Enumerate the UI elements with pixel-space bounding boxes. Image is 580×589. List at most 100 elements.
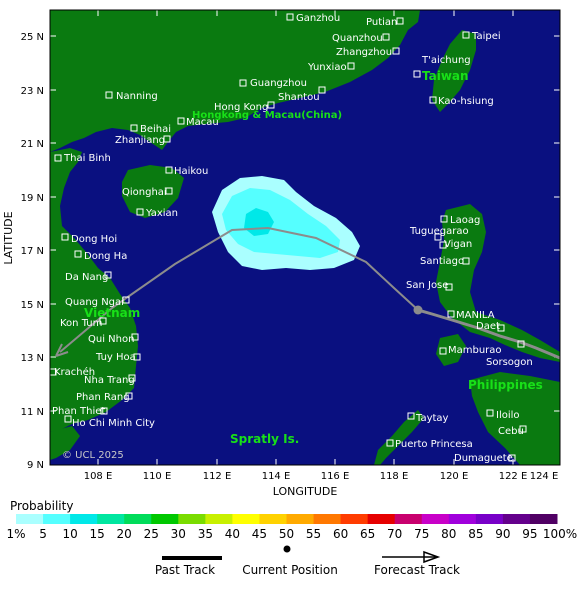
lat-tick-25n: 25 N: [21, 32, 44, 43]
grid-ticks: [50, 10, 560, 465]
region-vietnam: Vietnam: [84, 306, 140, 320]
city-shantou: Shantou: [278, 92, 320, 103]
region-spratly: Spratly Is.: [230, 432, 299, 446]
probability-swath: [212, 176, 360, 270]
city-quanzhou: Quanzhou: [332, 33, 383, 44]
vietnam-land: [50, 148, 138, 432]
visayas-land: [470, 372, 560, 465]
legend-swatch: [340, 514, 369, 524]
city-haikou: Haikou: [174, 166, 208, 177]
swath-5pct: [222, 188, 340, 258]
palawan-land: [374, 410, 424, 465]
city-taytay: Taytay: [415, 413, 449, 424]
legend-swatch: [205, 514, 233, 524]
legend-labels: 1% 5 10 15 20 25 30 35 40 45 50 55 60 65 70 75 80 85 90 95 1…: [6, 527, 577, 541]
legend-label: 1%: [6, 527, 25, 541]
past-track-key-label: Past Track: [155, 563, 215, 577]
region-labels: Taiwan Hongkong & Macau(China) Vietnam P…: [84, 69, 543, 446]
legend-label: 80: [441, 527, 456, 541]
region-taiwan: Taiwan: [422, 69, 469, 83]
lon-tick-112e: 112 E: [203, 471, 232, 482]
city-cebu: Cebu: [498, 426, 524, 437]
legend-label: 30: [171, 527, 186, 541]
legend-label: 70: [387, 527, 402, 541]
legend-label: 95: [522, 527, 537, 541]
legend-label: 15: [90, 527, 105, 541]
city-tuguegarao: Tuguegarao: [409, 226, 469, 237]
city-nha-trang: Nha Trang: [84, 375, 135, 386]
city-kracheh: Krachéh: [54, 366, 95, 378]
city-qui-nhon: Qui Nhon: [88, 334, 134, 345]
legend-title: Probability: [10, 499, 73, 513]
legend-label: 5: [39, 527, 47, 541]
city-dong-hoi: Dong Hoi: [71, 234, 117, 245]
legend-label: 65: [360, 527, 375, 541]
city-sorsogon: Sorsogon: [486, 357, 533, 368]
legend-swatch: [232, 514, 260, 524]
legend-swatch: [43, 514, 71, 524]
legend-swatch: [124, 514, 152, 524]
city-iloilo: Iloilo: [496, 410, 520, 421]
city-taichung: T'aichung: [421, 55, 471, 66]
forecast-arrow-head: [55, 343, 69, 357]
legend-swatch: [367, 514, 396, 524]
legend-swatch: [313, 514, 342, 524]
city-phan-thiet: Phan Thiet: [52, 406, 105, 417]
taiwan-land: [432, 30, 476, 112]
lon-tick-122e: 122 E: [499, 471, 528, 482]
legend-swatch: [151, 514, 179, 524]
city-san-jose: San Jose: [406, 280, 448, 291]
legend-label: 100%: [543, 527, 577, 541]
city-guangzhou: Guangzhou: [250, 78, 307, 89]
city-zhangzhou: Zhangzhou: [336, 47, 392, 58]
longitude-tick-labels: 108 E 110 E 112 E 114 E 116 E 118 E 120 …: [84, 471, 559, 482]
city-laoag: Laoag: [450, 215, 480, 226]
city-dong-ha: Dong Ha: [84, 251, 127, 262]
hainan-land: [122, 165, 184, 218]
legend-label: 75: [414, 527, 429, 541]
legend-label: 55: [306, 527, 321, 541]
legend-swatch: [70, 514, 98, 524]
city-dumaguete: Dumaguete: [454, 453, 513, 464]
legend-color-bar: [16, 514, 558, 524]
city-yunxiao: Yunxiao: [307, 62, 347, 73]
legend-label: 90: [495, 527, 510, 541]
lat-tick-11n: 11 N: [21, 407, 44, 418]
city-hong-kong: Hong Kong: [214, 102, 268, 113]
current-position-key-dot: [283, 545, 291, 553]
city-markers: [49, 13, 527, 462]
city-da-nang: Da Nang: [65, 272, 108, 283]
city-qionghai: Qionghai: [122, 187, 167, 198]
lon-tick-120e: 120 E: [440, 471, 469, 482]
legend-label: 10: [62, 527, 77, 541]
forecast-track-key-label: Forecast Track: [374, 563, 460, 577]
longitude-axis-title: LONGITUDE: [273, 485, 338, 498]
region-hongkong-macau: Hongkong & Macau(China): [192, 110, 342, 121]
city-kaohsiung: Kao-hsiung: [438, 96, 494, 107]
lat-tick-17n: 17 N: [21, 246, 44, 257]
legend-label: 50: [279, 527, 294, 541]
legend-swatch: [16, 514, 44, 524]
lon-tick-118e: 118 E: [380, 471, 409, 482]
city-nanning: Nanning: [116, 91, 158, 102]
map-frame: [49, 9, 561, 466]
city-santiago: Santiago: [420, 256, 464, 267]
legend-swatch: [97, 514, 125, 524]
city-vigan: Vigan: [444, 239, 472, 250]
current-position-marker: [413, 305, 423, 315]
legend-label: 85: [468, 527, 483, 541]
legend-swatch: [448, 514, 477, 524]
china-land: [50, 10, 420, 152]
city-quang-ngai: Quang Ngai: [65, 297, 124, 308]
mindoro-land: [436, 334, 466, 366]
city-putian: Putian: [366, 17, 397, 28]
lon-tick-116e: 116 E: [321, 471, 350, 482]
legend-label: 25: [144, 527, 159, 541]
city-taipei: Taipei: [471, 31, 501, 42]
lat-tick-23n: 23 N: [21, 86, 44, 97]
lon-tick-124e: 124 E: [530, 471, 559, 482]
lon-tick-114e: 114 E: [262, 471, 291, 482]
tracks: [55, 226, 561, 360]
land-masses: [50, 10, 560, 465]
